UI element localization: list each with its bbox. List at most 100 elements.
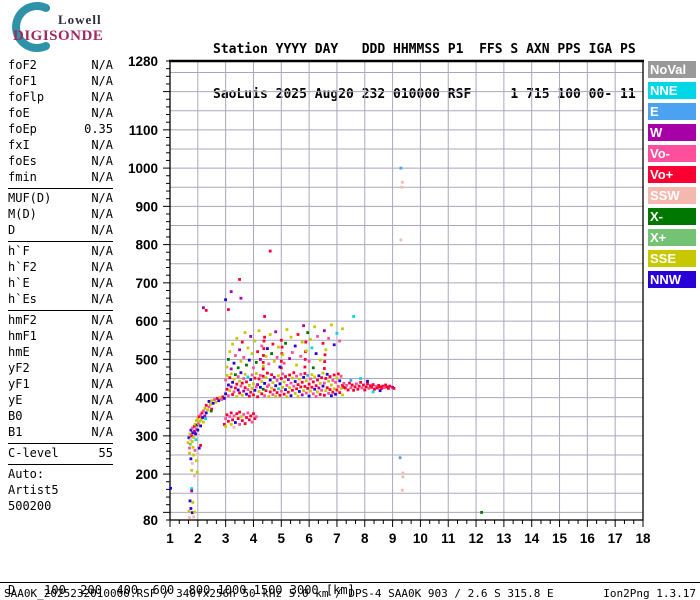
param-value: N/A	[91, 154, 113, 168]
param-label: B0	[8, 409, 23, 423]
param-label: foEs	[8, 154, 37, 168]
param-label: Auto:	[8, 467, 45, 481]
param-value: N/A	[91, 313, 113, 327]
status-file-info: SAA0K_2025232010000.RSF / 340fx256h 50 k…	[4, 587, 554, 600]
param-row: yE N/A	[8, 392, 113, 408]
plot-frame	[169, 59, 644, 521]
param-group: hmF2 N/A hmF1 N/A hmE N/A yF2 N/A yF1 N/A yE N/A B0 N…	[8, 311, 113, 444]
param-value: N/A	[91, 393, 113, 407]
station-header: Station YYYY DAY DDD HHMMSS P1 FFS S AXN…	[213, 12, 636, 132]
param-row: hmE N/A	[8, 344, 113, 360]
param-value: N/A	[91, 106, 113, 120]
param-row: yF2 N/A	[8, 360, 113, 376]
header-column-titles: Station YYYY DAY DDD HHMMSS P1 FFS S AXN…	[213, 42, 636, 57]
axis-tick-label: 11	[441, 531, 456, 546]
axis-tick-label: 1	[166, 531, 174, 546]
param-value: N/A	[91, 361, 113, 375]
axis-tick-label: 10	[413, 531, 428, 546]
d-row: D 100 200 400 600 800 1000 1500 3000 [km…	[8, 583, 355, 597]
axis-tick-label: 14	[524, 531, 540, 546]
y-axis-labels: 1280 1100 1000 900 800 700 600 500 400 300 200 80	[128, 54, 158, 528]
axis-tick-label: 12	[469, 531, 484, 546]
axis-tick-label: 1280	[128, 54, 158, 69]
param-row: foE N/A	[8, 105, 113, 121]
axis-tick-label: 1100	[129, 123, 158, 138]
param-label: 500200	[8, 499, 52, 513]
logo-lowell-text: Lowell	[58, 12, 102, 27]
axis-tick-label: 18	[635, 531, 651, 546]
param-label: Artist5	[8, 483, 59, 497]
param-row: foF2 N/A	[8, 57, 113, 73]
legend-item-vo: Vo-	[648, 145, 696, 162]
legend-item-vo: Vo+	[648, 166, 696, 183]
legend-item-w: W	[648, 124, 696, 141]
param-row: C-level 55	[8, 445, 113, 461]
param-row: fxI N/A	[8, 137, 113, 153]
param-row: M(D) N/A	[8, 206, 113, 222]
legend-item-nne: NNE	[648, 82, 696, 99]
param-label: foE	[8, 106, 30, 120]
axis-tick-label: 1000	[128, 161, 158, 176]
axis-tick-label: 400	[135, 391, 158, 406]
param-value: N/A	[91, 74, 113, 88]
param-row: MUF(D) N/A	[8, 190, 113, 206]
param-label: h`E	[8, 276, 30, 290]
param-value: N/A	[91, 207, 113, 221]
axis-tick-label: 15	[552, 531, 568, 546]
legend-item-nnw: NNW	[648, 271, 696, 288]
param-label: yE	[8, 393, 23, 407]
axis-tick-label: 16	[580, 531, 596, 546]
param-label: hmE	[8, 345, 30, 359]
param-value: N/A	[91, 377, 113, 391]
param-value: N/A	[91, 409, 113, 423]
axis-tick-label: 17	[608, 531, 623, 546]
legend-item-x: X-	[648, 208, 696, 225]
plot-grid	[170, 61, 643, 520]
axis-tick-label: 6	[305, 531, 313, 546]
lowell-digisonde-logo: Lowell DIGISONDE	[6, 2, 136, 54]
legend-item-noval: NoVal	[648, 61, 696, 78]
param-row: yF1 N/A	[8, 376, 113, 392]
axis-tick-label: 300	[135, 429, 158, 444]
crescent-logo-icon	[12, 2, 50, 52]
param-value: N/A	[91, 329, 113, 343]
param-value: N/A	[91, 223, 113, 237]
x-axis-labels: 1 2 3 4 5 6 7 8 9 10 11 12 13 14 15 16 17 18	[166, 531, 651, 546]
param-row: h`E N/A	[8, 275, 113, 291]
param-label: MUF(D)	[8, 191, 52, 205]
param-row: foFlp N/A	[8, 89, 113, 105]
param-value: N/A	[91, 138, 113, 152]
param-row: foEp 0.35	[8, 121, 113, 137]
param-value: N/A	[91, 244, 113, 258]
param-value: N/A	[91, 90, 113, 104]
param-label: fxI	[8, 138, 30, 152]
legend-item-ssw: SSW	[648, 187, 696, 204]
param-label: hmF2	[8, 313, 37, 327]
axis-tick-label: 700	[135, 276, 158, 291]
param-label: h`Es	[8, 292, 37, 306]
axis-tick-label: 13	[496, 531, 512, 546]
param-value: N/A	[91, 276, 113, 290]
param-row: h`F N/A	[8, 243, 113, 259]
param-row: B1 N/A	[8, 424, 113, 440]
scaled-parameters-panel: foF2 N/A foF1 N/A foFlp N/A foE N/A foEp 0.35 fxI N…	[8, 56, 113, 517]
param-label: foFlp	[8, 90, 45, 104]
param-row: 500200	[8, 498, 113, 514]
d-muf-table: D 100 200 400 600 800 1000 1500 3000 [km…	[8, 555, 362, 600]
param-label: hmF1	[8, 329, 37, 343]
axis-tick-label: 7	[333, 531, 341, 546]
logo-digisonde-text: DIGISONDE	[13, 28, 104, 44]
param-row: Artist5	[8, 482, 113, 498]
axis-tick-label: 600	[135, 314, 158, 329]
param-label: foEp	[8, 122, 37, 136]
param-label: h`F	[8, 244, 30, 258]
axis-tick-label: 3	[222, 531, 230, 546]
param-label: fmin	[8, 170, 37, 184]
param-label: B1	[8, 425, 23, 439]
header-station-values: SaoLuis 2025 Aug20 232 010000 RSF 1 715 …	[213, 87, 636, 102]
param-value: N/A	[91, 191, 113, 205]
param-label: foF2	[8, 58, 37, 72]
param-row: hmF2 N/A	[8, 312, 113, 328]
